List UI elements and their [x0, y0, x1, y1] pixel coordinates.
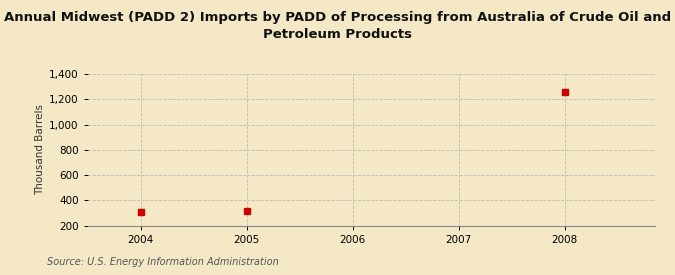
Text: Source: U.S. Energy Information Administration: Source: U.S. Energy Information Administ…: [47, 257, 279, 267]
Y-axis label: Thousand Barrels: Thousand Barrels: [35, 104, 45, 195]
Text: Annual Midwest (PADD 2) Imports by PADD of Processing from Australia of Crude Oi: Annual Midwest (PADD 2) Imports by PADD …: [4, 11, 671, 41]
